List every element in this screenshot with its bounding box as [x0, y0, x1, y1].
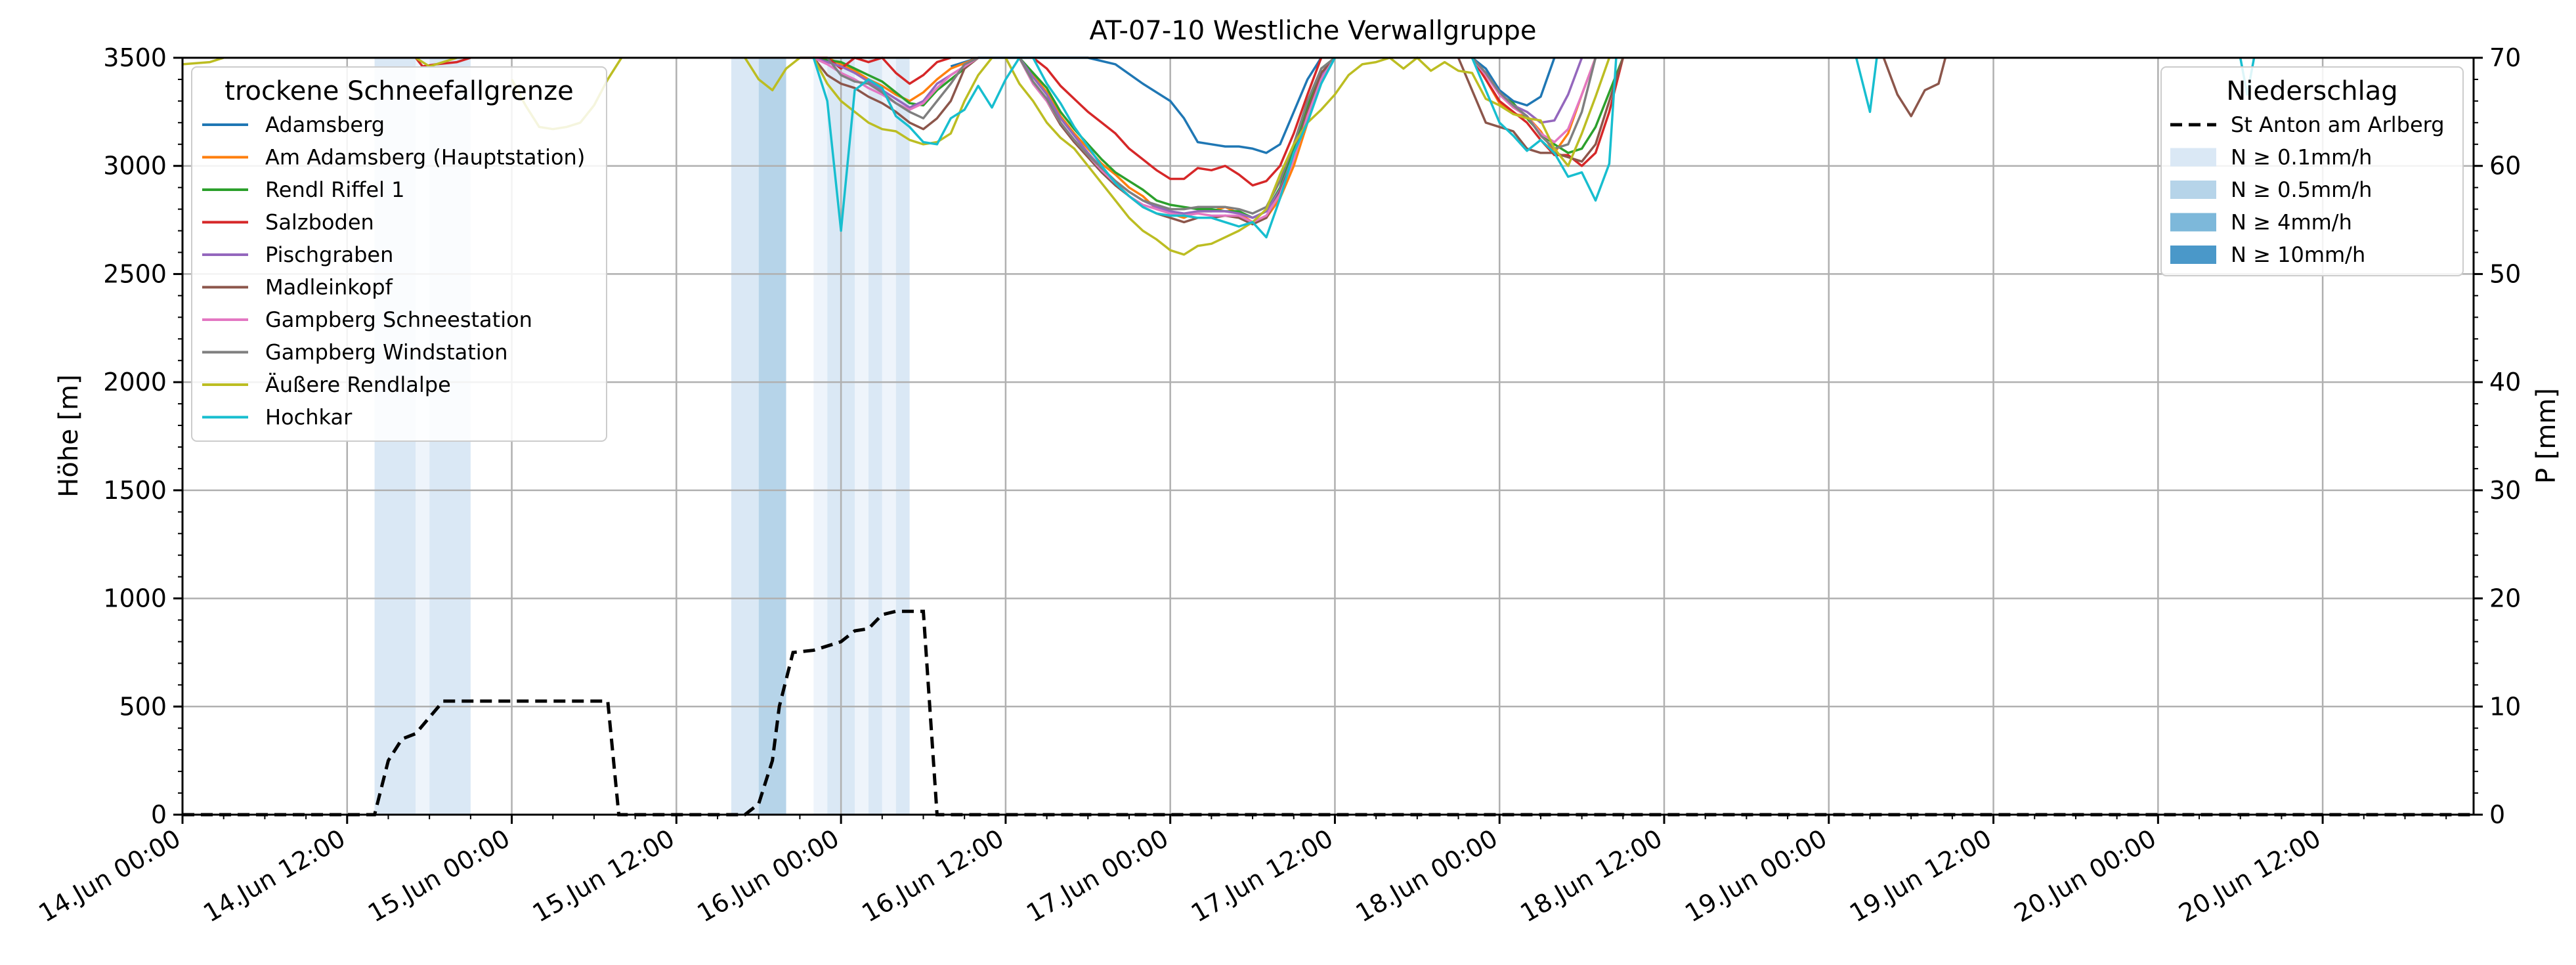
series-hochkar-seg-2 [1470, 57, 1618, 202]
legend-label-gampberg-windstation: Gampberg Windstation [265, 340, 508, 365]
series-rendl-riffel-1-seg-0 [813, 56, 979, 107]
y-tick-label-3500: 3500 [103, 43, 167, 72]
legend-left-title: trockene Schneefallgrenze [225, 76, 573, 106]
y2-tick-label-30: 30 [2489, 476, 2521, 505]
series-hochkar-seg-0 [812, 57, 1021, 232]
series-madleinkopf-seg-0 [800, 56, 979, 131]
legend-swatch-n-0-5mm-h [2170, 181, 2216, 199]
precip-band-3 [731, 58, 759, 815]
series-hochkar-seg-1 [1032, 57, 1336, 239]
y2-axis-label: P [mm] [2531, 388, 2562, 484]
series-hochkar-seg-3 [1855, 57, 1878, 114]
legend-label-gampberg-schneestation: Gampberg Schneestation [265, 307, 532, 332]
series-aussere-rendlalpe-seg-4 [812, 56, 993, 146]
precip-band-8 [868, 58, 882, 815]
precip-band-4 [758, 58, 786, 815]
y2-tick-label-50: 50 [2489, 259, 2521, 288]
y-tick-label-2500: 2500 [103, 259, 167, 288]
legend-left-entries: Adamsberg Am Adamsberg (Hauptstation) Rend… [202, 112, 585, 430]
series-lines [182, 56, 2256, 256]
series-adamsberg-seg-1 [1471, 56, 1556, 107]
y-axis-left: 0 500 1000 1500 2000 2500 3000 3500 [103, 43, 182, 829]
precip-band-5 [813, 58, 828, 815]
series-aussere-rendlalpe-seg-0 [182, 56, 225, 66]
legend-right: Niederschlag St Anton am Arlberg N ≥ 0.1m… [2160, 66, 2464, 276]
y2-tick-label-70: 70 [2489, 43, 2521, 72]
y-tick-label-0: 0 [151, 800, 167, 829]
legend-label-am-adamsberg-hauptstation: Am Adamsberg (Hauptstation) [265, 145, 585, 170]
series-aussere-rendlalpe-seg-3 [744, 56, 801, 92]
precip-band-7 [855, 58, 869, 815]
legend-right-title: Niederschlag [2226, 76, 2397, 106]
legend-label-st-anton-am-arlberg: St Anton am Arlberg [2231, 112, 2445, 137]
legend-left: trockene Schneefallgrenze Adamsberg Am Ad… [191, 66, 607, 442]
legend-label-n-0-5mm-h: N ≥ 0.5mm/h [2231, 177, 2372, 202]
legend-left-box [191, 66, 607, 442]
legend-label-adamsberg: Adamsberg [265, 112, 385, 137]
legend-label-rendl-riffel-1: Rendl Riffel 1 [265, 177, 404, 202]
series-gampberg-windstation-seg-0 [826, 56, 979, 119]
series-am-adamsberg-hauptstation-seg-0 [826, 56, 979, 102]
series-salzboden-seg-2 [1032, 56, 1323, 187]
series-gampberg-windstation-seg-2 [1471, 56, 1597, 150]
y2-tick-label-20: 20 [2489, 584, 2521, 613]
y2-tick-label-10: 10 [2489, 692, 2521, 721]
y-tick-label-1000: 1000 [103, 584, 167, 613]
series-madleinkopf-seg-3 [1882, 57, 1947, 118]
legend-swatch-n-10mm-h [2170, 246, 2216, 264]
y-tick-label-1500: 1500 [103, 476, 167, 505]
legend-swatch-n-0-1mm-h [2170, 148, 2216, 167]
legend-label-hochkar: Hochkar [265, 405, 353, 430]
legend-label-aussere-rendlalpe: Äußere Rendlalpe [265, 372, 451, 397]
precip-band-9 [882, 58, 896, 815]
legend-right-box [2160, 66, 2464, 276]
legend-label-pischgraben: Pischgraben [265, 242, 393, 267]
y-tick-label-3000: 3000 [103, 152, 167, 181]
y2-tick-label-40: 40 [2489, 368, 2521, 397]
series-gampberg-windstation-seg-1 [1018, 56, 1336, 215]
y-tick-label-500: 500 [119, 692, 167, 721]
legend-label-madleinkopf: Madleinkopf [265, 275, 393, 300]
legend-label-n-4mm-h: N ≥ 4mm/h [2231, 210, 2352, 235]
precip-line-path [182, 609, 2474, 817]
legend-label-n-0-1mm-h: N ≥ 0.1mm/h [2231, 145, 2372, 170]
series-madleinkopf-seg-2 [1457, 57, 1624, 163]
y-axis-label: Höhe [m] [54, 374, 84, 497]
y-axis-right: 0 10 20 30 40 50 60 70 [2474, 43, 2521, 829]
series-pischgraben-seg-0 [813, 56, 979, 109]
plot-frame [181, 56, 2475, 816]
legend-label-n-10mm-h: N ≥ 10mm/h [2231, 242, 2365, 267]
precip-line [182, 609, 2474, 817]
series-aussere-rendlalpe-seg-1 [415, 56, 458, 68]
legend-label-salzboden: Salzboden [265, 210, 374, 235]
y2-tick-label-0: 0 [2489, 800, 2505, 829]
legend-swatch-n-4mm-h [2170, 213, 2216, 232]
y2-tick-label-60: 60 [2489, 152, 2521, 181]
precip-band-10 [895, 58, 910, 815]
y-tick-label-2000: 2000 [103, 368, 167, 397]
legend-right-entries: St Anton am Arlberg N ≥ 0.1mm/h N ≥ 0.5mm/… [2170, 112, 2445, 267]
chart-title: AT-07-10 Westliche Verwallgruppe [1090, 16, 1537, 46]
